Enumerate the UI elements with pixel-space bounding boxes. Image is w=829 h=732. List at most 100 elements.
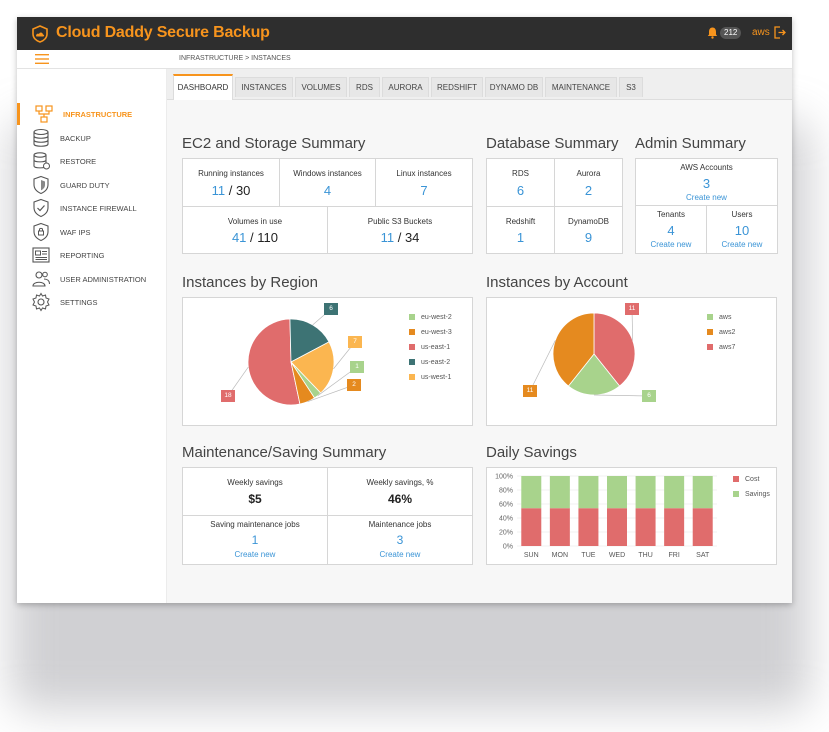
tab-volumes[interactable]: VOLUMES (295, 77, 347, 97)
x-tick-label: SAT (696, 552, 710, 559)
pie-slice-us-west-1[interactable] (290, 341, 335, 394)
app-title: Cloud Daddy Secure Backup (56, 24, 270, 41)
legend-item[interactable]: eu-west-3 (409, 329, 452, 336)
legend-label: eu-west-2 (421, 314, 452, 321)
breadcrumb[interactable]: INFRASTRUCTURE > INSTANCES (179, 55, 291, 62)
tenants-cell: Tenants 4 Create new (636, 206, 706, 253)
tab-s3[interactable]: S3 (619, 77, 643, 97)
dynamodb-value[interactable]: 9 (584, 230, 593, 245)
rds-value[interactable]: 6 (516, 183, 525, 198)
users-cell: Users 10 Create new (707, 206, 777, 253)
bar-savings-thu[interactable] (635, 476, 656, 509)
legend-item[interactable]: Cost (733, 476, 759, 483)
sidebar-item-restore[interactable]: RESTORE (17, 150, 166, 172)
legend-item[interactable]: eu-west-2 (409, 314, 452, 321)
legend-swatch (733, 491, 739, 498)
aurora-value[interactable]: 2 (584, 183, 593, 198)
legend-label: Savings (745, 491, 770, 498)
legend-swatch (409, 344, 415, 351)
account-name[interactable]: aws (752, 27, 770, 38)
legend-item[interactable]: aws (707, 314, 731, 321)
region-pie-chart (227, 308, 358, 406)
running-instances-value[interactable]: 11 (211, 183, 226, 198)
public-s3-buckets-label: Public S3 Buckets (367, 217, 433, 226)
legend-item[interactable]: aws7 (707, 344, 735, 351)
sidebar-item-label: GUARD DUTY (60, 181, 110, 190)
pie-value-label: 2 (347, 379, 361, 391)
sidebar-item-guard-duty[interactable]: GUARD DUTY (17, 174, 166, 196)
pie-value-label: 18 (221, 390, 235, 402)
legend-item[interactable]: us-west-1 (409, 374, 451, 381)
tab-rds[interactable]: RDS (349, 77, 380, 97)
bar-cost-mon[interactable] (549, 508, 570, 546)
tab-dynamo-db[interactable]: DYNAMO DB (485, 77, 543, 97)
tab-maintenance[interactable]: MAINTENANCE (545, 77, 617, 97)
database-summary-card: RDS 6 Aurora 2 Redshift 1 DynamoDB 9 (486, 158, 623, 254)
tab-instances[interactable]: INSTANCES (235, 77, 293, 97)
bar-cost-fri[interactable] (664, 508, 685, 546)
maintenance-jobs-value[interactable]: 3 (396, 533, 404, 547)
tab-dashboard[interactable]: DASHBOARD (173, 74, 233, 100)
sub-header: INFRASTRUCTURE > INSTANCES (17, 50, 792, 69)
legend-swatch (409, 329, 415, 336)
volumes-in-use-value[interactable]: 41 (231, 230, 247, 245)
create-maintenance-job-link[interactable]: Create new (379, 550, 421, 559)
users-value[interactable]: 10 (734, 223, 750, 238)
sidebar-item-instance-firewall[interactable]: INSTANCE FIREWALL (17, 197, 166, 219)
separator: / (228, 183, 233, 198)
sidebar-item-reporting[interactable]: REPORTING (17, 244, 166, 266)
logout-icon[interactable] (774, 26, 786, 39)
database-restore-icon (33, 152, 50, 170)
aws-accounts-value[interactable]: 3 (702, 176, 711, 191)
bar-savings-mon[interactable] (549, 476, 570, 509)
legend-item[interactable]: us-east-2 (409, 359, 450, 366)
y-tick-label: 80% (499, 488, 513, 495)
windows-instances-value[interactable]: 4 (323, 183, 332, 198)
users-icon (32, 271, 50, 287)
bar-cost-thu[interactable] (635, 508, 656, 546)
pie-slice-us-east-1[interactable] (247, 318, 301, 406)
create-saving-job-link[interactable]: Create new (234, 550, 276, 559)
tab-aurora[interactable]: AURORA (382, 77, 429, 97)
sidebar-item-backup[interactable]: BACKUP (17, 127, 166, 149)
sidebar-item-waf-ips[interactable]: WAF IPS (17, 221, 166, 243)
dynamodb-cell: DynamoDB 9 (555, 207, 622, 253)
bar-cost-sat[interactable] (692, 508, 713, 546)
pie-slice-eu-west-3[interactable] (290, 361, 316, 405)
tenants-value[interactable]: 4 (667, 223, 675, 238)
create-user-link[interactable]: Create new (721, 240, 763, 249)
bar-savings-fri[interactable] (664, 476, 685, 509)
bar-cost-wed[interactable] (607, 508, 627, 546)
legend-item[interactable]: aws2 (707, 329, 735, 336)
notification-count-badge[interactable]: 212 (720, 27, 742, 39)
saving-jobs-value[interactable]: 1 (251, 533, 259, 547)
tab-redshift[interactable]: REDSHIFT (431, 77, 483, 97)
sidebar-item-settings[interactable]: SETTINGS (17, 291, 166, 313)
bar-cost-tue[interactable] (578, 508, 599, 546)
bar-savings-sun[interactable] (521, 476, 542, 509)
redshift-value[interactable]: 1 (516, 230, 525, 245)
linux-instances-value[interactable]: 7 (420, 183, 428, 198)
windows-instances-cell: Windows instances 4 (280, 159, 375, 206)
public-s3-buckets-value[interactable]: 11 (380, 230, 395, 245)
pie-slice-aws7[interactable] (593, 312, 636, 387)
volumes-in-use-cell: Volumes in use 41 / 110 (183, 207, 327, 253)
pie-slice-aws2[interactable] (552, 312, 595, 387)
legend-item[interactable]: Savings (733, 491, 770, 498)
bar-savings-sat[interactable] (692, 476, 713, 509)
weekly-savings-label: Weekly savings (227, 478, 283, 487)
legend-item[interactable]: us-east-1 (409, 344, 450, 351)
pie-slice-aws[interactable] (567, 353, 621, 396)
bar-cost-sun[interactable] (521, 508, 542, 546)
legend-label: Cost (745, 476, 760, 483)
x-tick-label: WED (609, 552, 625, 559)
bar-savings-tue[interactable] (578, 476, 599, 509)
create-tenant-link[interactable]: Create new (650, 240, 692, 249)
bell-icon[interactable] (707, 27, 718, 39)
sidebar-item-user-administration[interactable]: USER ADMINISTRATION (17, 268, 166, 290)
pie-slice-us-east-2[interactable] (289, 318, 330, 363)
hamburger-menu-icon[interactable] (35, 54, 49, 64)
create-account-link[interactable]: Create new (686, 193, 727, 202)
sidebar-item-infrastructure[interactable]: INFRASTRUCTURE (17, 103, 169, 125)
bar-savings-wed[interactable] (607, 476, 627, 509)
